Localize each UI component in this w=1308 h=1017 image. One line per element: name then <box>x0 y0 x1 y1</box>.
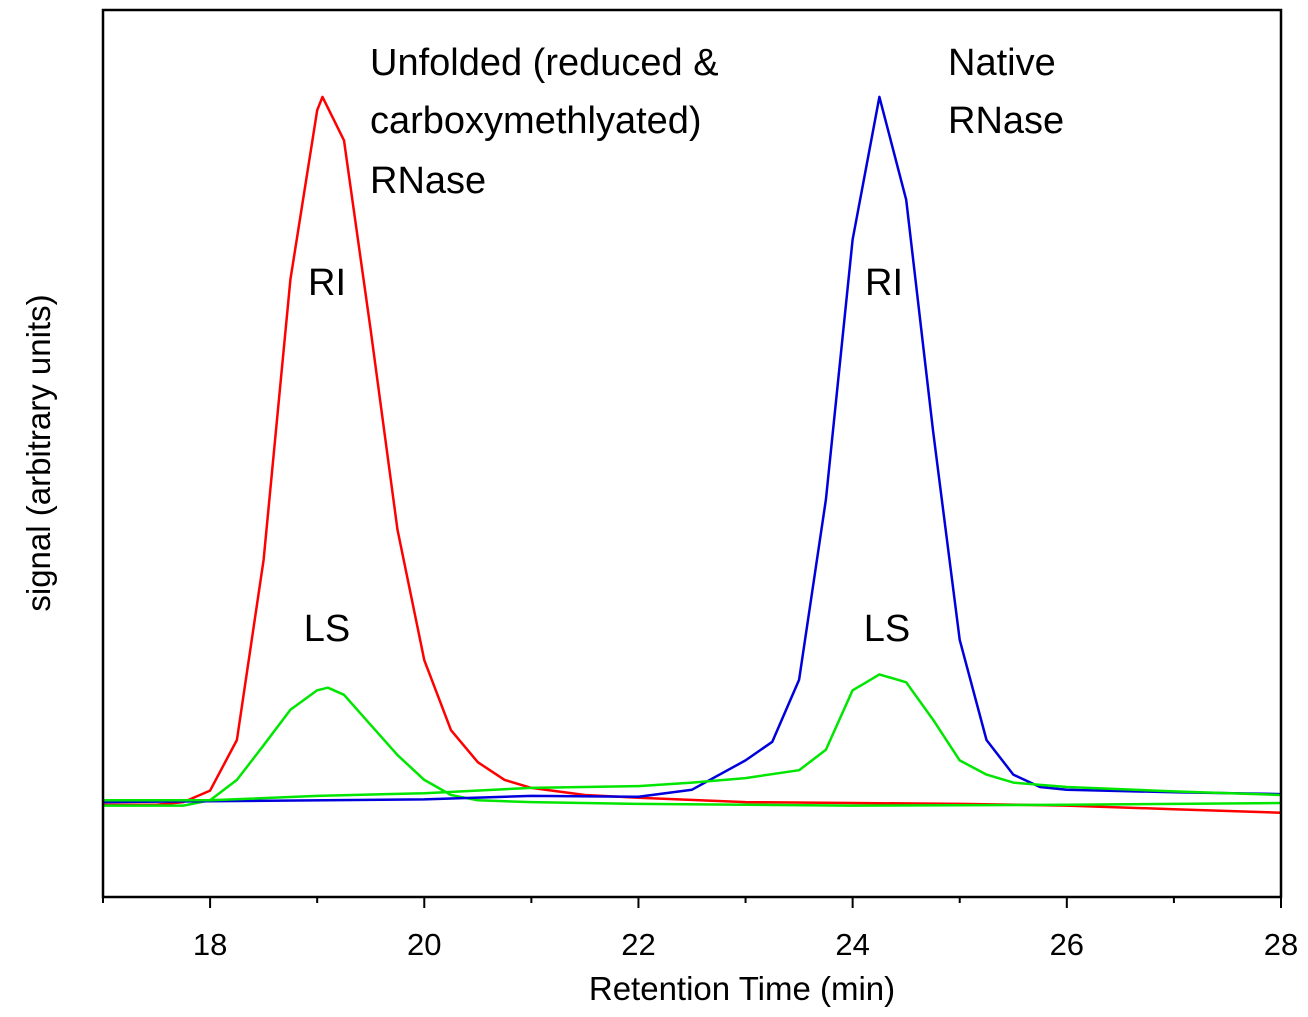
annotation: RNase <box>948 100 1064 142</box>
series-line <box>103 686 1282 807</box>
annotation: Unfolded (reduced & <box>370 42 719 84</box>
x-tick-label: 26 <box>1050 927 1084 962</box>
x-tick-label: 18 <box>193 927 227 962</box>
y-axis-label: signal (arbitrary units) <box>20 294 57 611</box>
x-tick-label: 20 <box>407 927 441 962</box>
series-line <box>103 673 1282 802</box>
plot-frame <box>101 8 1283 899</box>
annotation: LS <box>304 608 350 650</box>
series-line <box>103 95 1282 814</box>
annotation: LS <box>864 608 910 650</box>
annotation: carboxymethlyated) <box>370 100 702 142</box>
x-axis-label: Retention Time (min) <box>589 970 895 1007</box>
annotation: RI <box>865 262 903 304</box>
x-tick-label: 28 <box>1264 927 1298 962</box>
annotation: RI <box>308 262 346 304</box>
x-tick-label: 24 <box>835 927 869 962</box>
series-line <box>102 95 1282 804</box>
annotation: Native <box>948 42 1056 84</box>
x-tick-label: 22 <box>621 927 655 962</box>
annotation: RNase <box>370 160 486 202</box>
